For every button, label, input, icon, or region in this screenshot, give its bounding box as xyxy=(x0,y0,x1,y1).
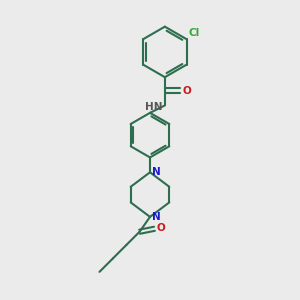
Text: Cl: Cl xyxy=(188,28,200,38)
Text: N: N xyxy=(152,212,161,222)
Text: N: N xyxy=(152,167,161,177)
Text: O: O xyxy=(157,223,166,233)
Text: O: O xyxy=(182,85,191,96)
Text: HN: HN xyxy=(145,102,163,112)
